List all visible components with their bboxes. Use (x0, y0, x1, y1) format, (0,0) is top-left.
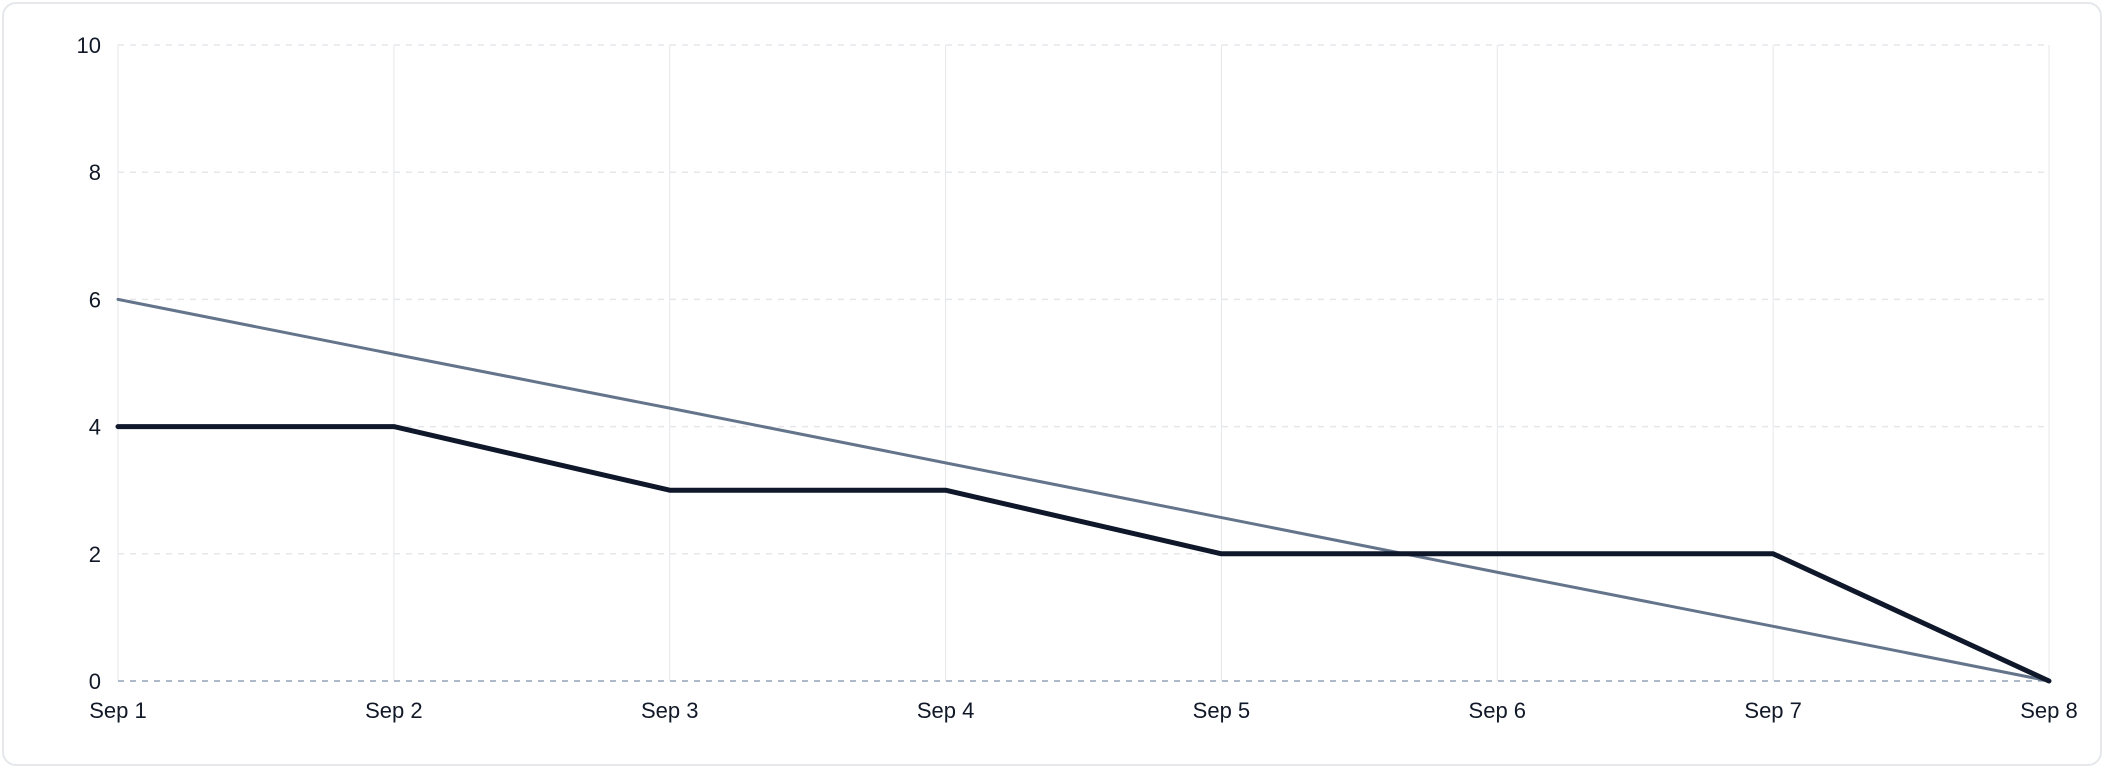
y-tick-label: 4 (89, 415, 101, 440)
x-tick-label: Sep 4 (917, 698, 975, 723)
x-tick-label: Sep 6 (1469, 698, 1527, 723)
x-tick-label: Sep 1 (89, 698, 147, 723)
x-tick-label: Sep 7 (1744, 698, 1802, 723)
x-tick-label: Sep 8 (2020, 698, 2078, 723)
y-axis-ticks: 0 2 4 6 8 10 (77, 33, 101, 694)
y-tick-label: 8 (89, 160, 101, 185)
x-tick-label: Sep 5 (1193, 698, 1251, 723)
series-lines (115, 297, 2052, 684)
series-line-ideal (116, 297, 2051, 683)
y-tick-label: 10 (77, 33, 101, 58)
grid-lines (117, 44, 2050, 682)
x-tick-label: Sep 3 (641, 698, 699, 723)
y-tick-label: 6 (89, 287, 101, 312)
x-tick-label: Sep 2 (365, 698, 423, 723)
series-line-actual (115, 424, 2052, 684)
y-tick-label: 2 (89, 542, 101, 567)
y-tick-label: 0 (89, 669, 101, 694)
x-axis-ticks: Sep 1 Sep 2 Sep 3 Sep 4 Sep 5 Sep 6 Sep 7 Sep 8 (89, 698, 2078, 723)
